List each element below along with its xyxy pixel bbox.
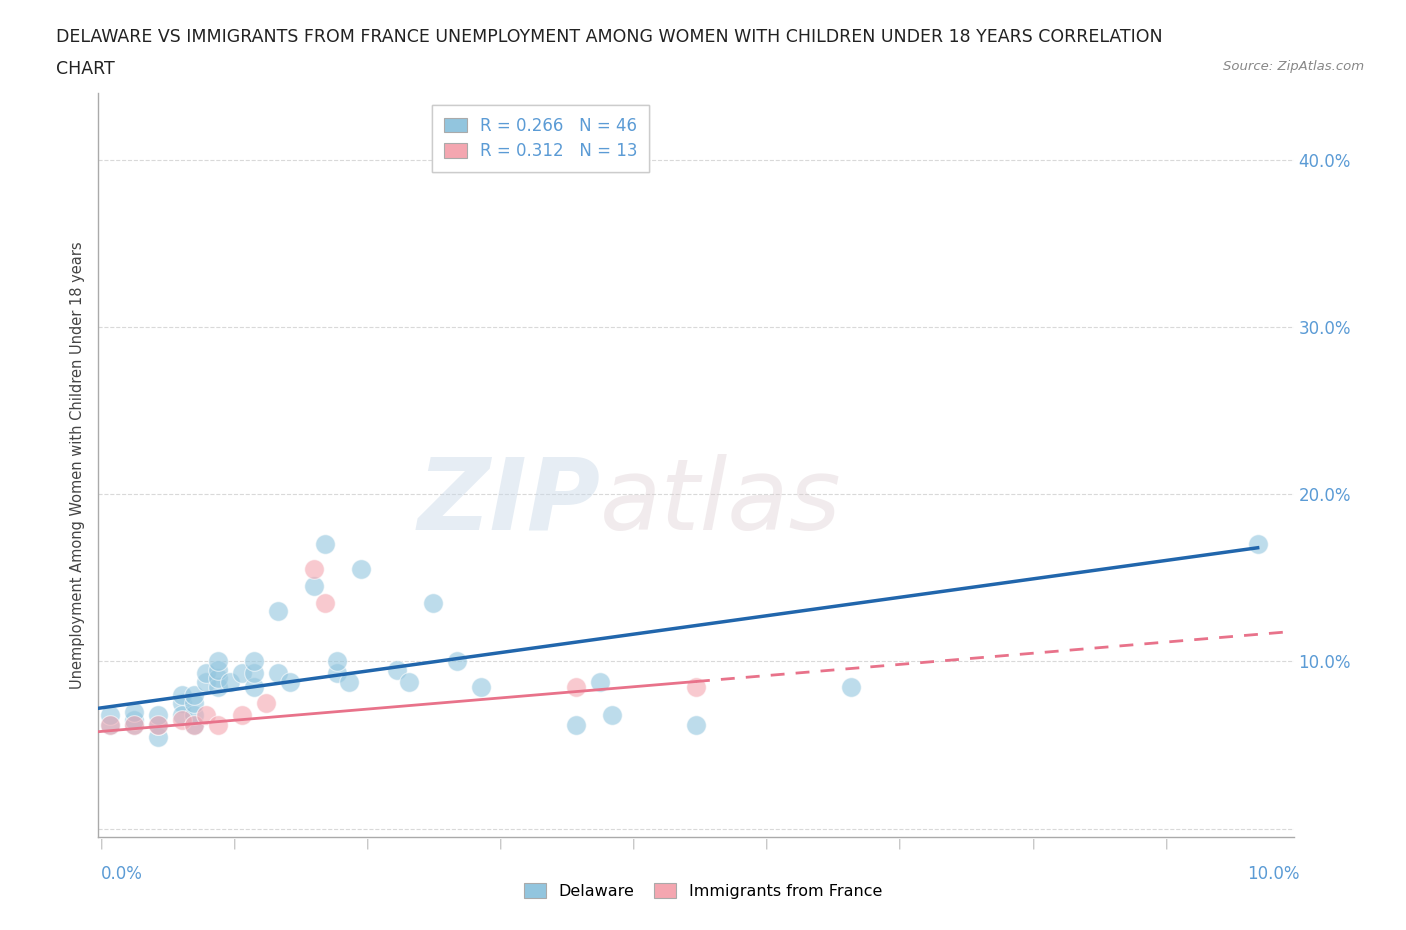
Point (172, 712, 194, 727)
Point (183, 687, 205, 702)
Text: |: | (232, 839, 236, 849)
Text: |: | (1164, 839, 1168, 849)
Point (243, 666, 266, 681)
Point (148, 708, 170, 723)
Point (685, 679, 707, 694)
Point (565, 718, 588, 733)
Text: |: | (1031, 839, 1035, 849)
Point (315, 595, 337, 610)
Point (207, 718, 229, 733)
Point (398, 674, 420, 689)
Point (172, 687, 194, 702)
Point (231, 666, 253, 681)
Point (100, 708, 122, 723)
Point (470, 679, 492, 694)
Text: atlas: atlas (600, 454, 842, 551)
Point (124, 704, 146, 719)
Text: Source: ZipAtlas.com: Source: ZipAtlas.com (1223, 60, 1364, 73)
Point (302, 578, 325, 593)
Point (183, 718, 205, 733)
Text: DELAWARE VS IMMIGRANTS FROM FRANCE UNEMPLOYMENT AMONG WOMEN WITH CHILDREN UNDER : DELAWARE VS IMMIGRANTS FROM FRANCE UNEMP… (56, 28, 1163, 46)
Point (350, 562, 373, 577)
Legend: Delaware, Immigrants from France: Delaware, Immigrants from France (517, 877, 889, 905)
Point (1247, 537, 1270, 551)
Point (148, 718, 170, 733)
Point (100, 718, 122, 733)
Point (195, 666, 218, 681)
Text: |: | (366, 839, 370, 849)
Point (231, 708, 253, 723)
Point (148, 718, 170, 733)
Point (243, 654, 266, 669)
Point (207, 662, 229, 677)
Point (446, 654, 468, 669)
Point (183, 696, 205, 711)
Text: |: | (898, 839, 901, 849)
Point (100, 718, 122, 733)
Point (589, 674, 612, 689)
Text: |: | (765, 839, 769, 849)
Point (183, 708, 205, 723)
Point (195, 708, 218, 723)
Legend: R = 0.266   N = 46, R = 0.312   N = 13: R = 0.266 N = 46, R = 0.312 N = 13 (432, 105, 650, 172)
Point (267, 604, 290, 618)
Point (243, 679, 266, 694)
Text: 0.0%: 0.0% (101, 865, 143, 884)
Point (195, 674, 218, 689)
Point (207, 654, 229, 669)
Point (267, 666, 290, 681)
Text: 10.0%: 10.0% (1247, 865, 1299, 884)
Point (124, 712, 146, 727)
Text: |: | (631, 839, 636, 849)
Point (385, 662, 409, 677)
Point (422, 595, 444, 610)
Point (602, 708, 624, 723)
Point (172, 708, 194, 723)
Point (183, 718, 205, 733)
Point (172, 696, 194, 711)
Point (685, 718, 707, 733)
Point (278, 674, 301, 689)
Point (219, 674, 242, 689)
Point (207, 679, 229, 694)
Point (315, 537, 337, 551)
Point (124, 718, 146, 733)
Point (302, 562, 325, 577)
Y-axis label: Unemployment Among Women with Children Under 18 years: Unemployment Among Women with Children U… (70, 241, 86, 689)
Point (207, 671, 229, 685)
Text: CHART: CHART (56, 60, 115, 78)
Point (565, 679, 588, 694)
Point (841, 679, 863, 694)
Point (339, 674, 360, 689)
Text: ZIP: ZIP (418, 454, 600, 551)
Point (124, 718, 146, 733)
Point (326, 666, 349, 681)
Point (148, 729, 170, 744)
Text: |: | (100, 839, 103, 849)
Point (254, 696, 277, 711)
Point (326, 654, 349, 669)
Text: |: | (499, 839, 502, 849)
